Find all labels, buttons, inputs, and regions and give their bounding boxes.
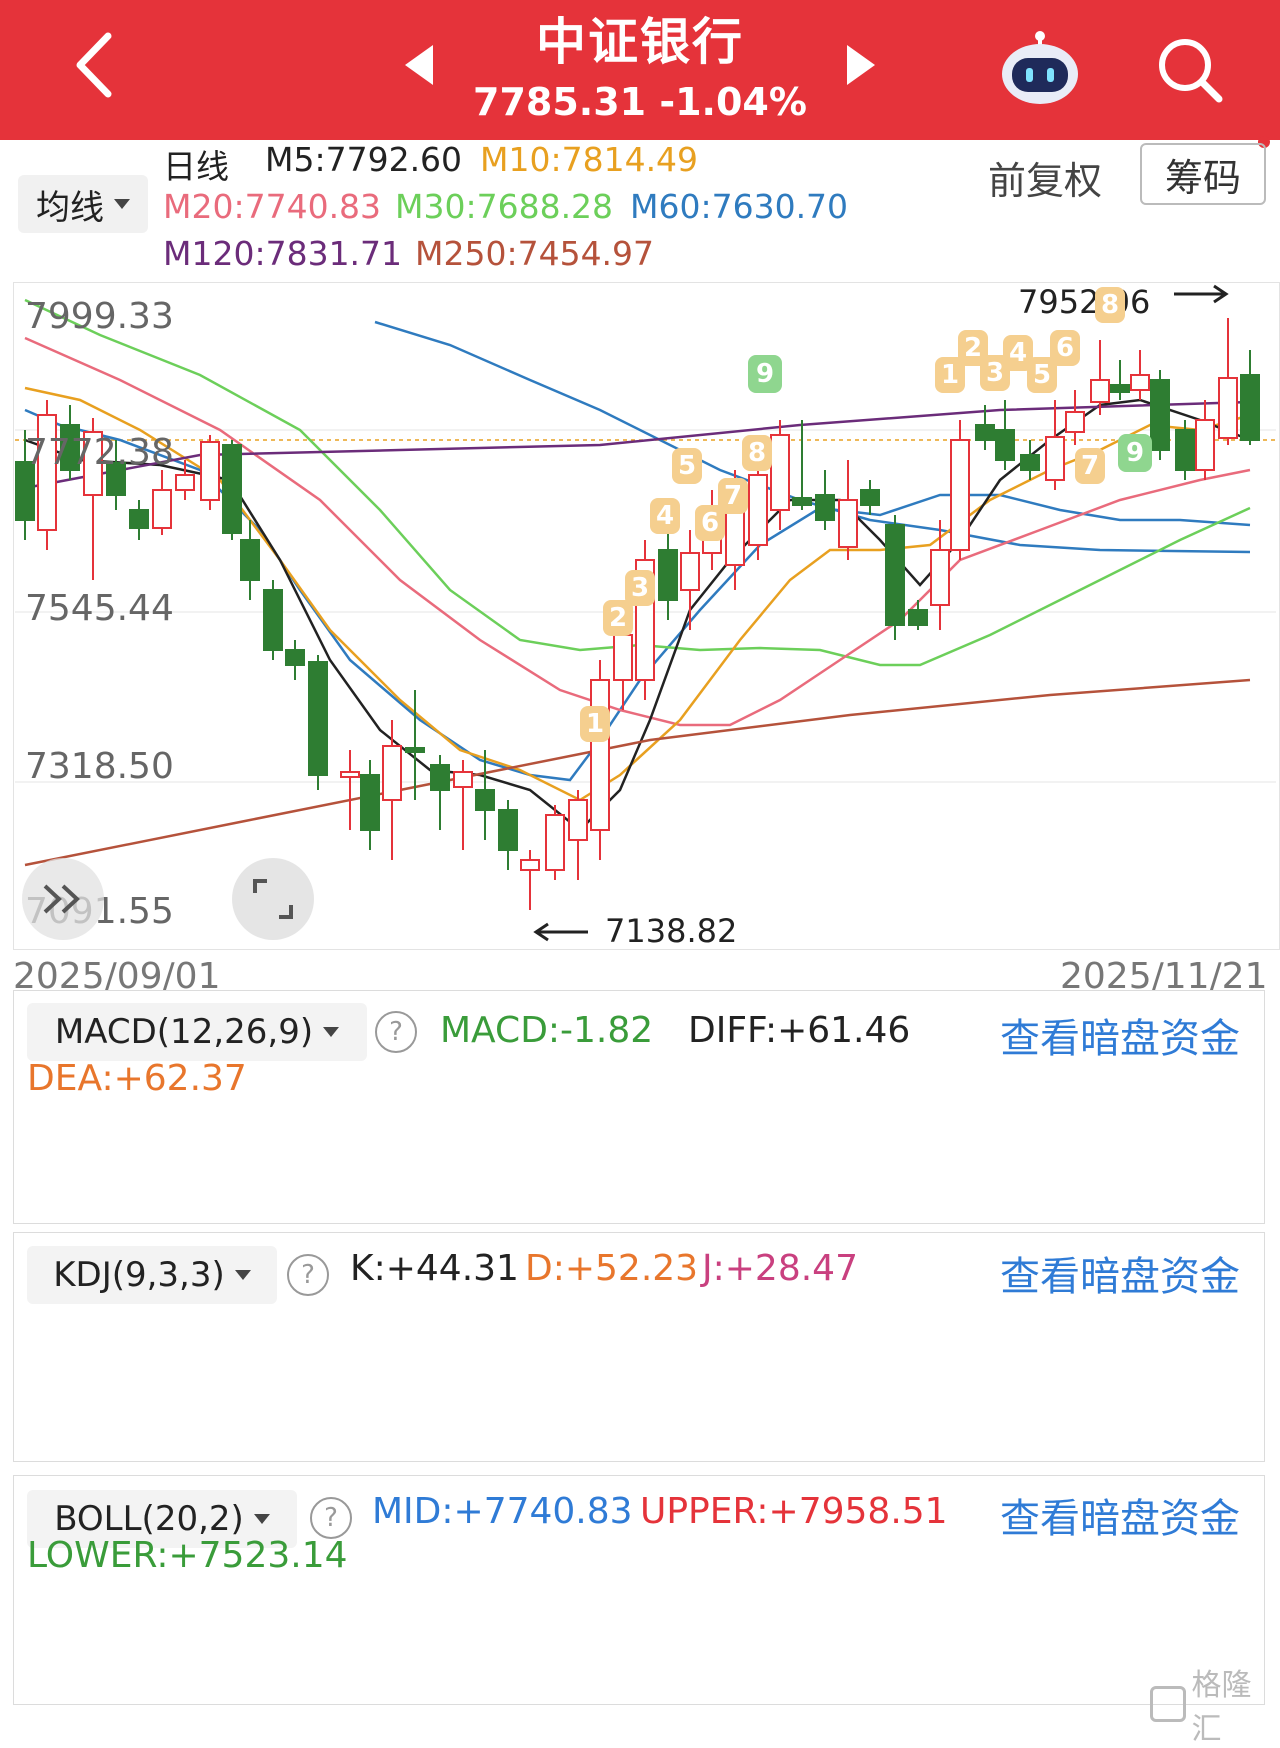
candle-body: [681, 553, 699, 590]
watermark: 格隆汇: [1150, 1660, 1280, 1748]
dark-pool-link-boll[interactable]: 查看暗盘资金: [1000, 1486, 1240, 1544]
candle-body: [816, 495, 834, 520]
td-count-pill-nine: 9: [1118, 434, 1152, 472]
candle-body: [659, 550, 677, 600]
candle-body: [286, 650, 304, 665]
chevron-down-icon: [323, 1027, 339, 1037]
boll-selector-label: BOLL(20,2): [54, 1499, 244, 1539]
kdj-selector[interactable]: KDJ(9,3,3): [27, 1246, 277, 1304]
candle-body: [406, 748, 424, 752]
chevron-down-icon: [254, 1514, 270, 1524]
chevron-down-icon: [235, 1270, 251, 1280]
candle-body: [931, 550, 949, 605]
low-price-label: 7138.82: [605, 912, 737, 950]
low-arrow-icon: [530, 920, 590, 948]
candle-body: [909, 610, 927, 625]
fullscreen-icon[interactable]: [232, 858, 314, 940]
td-count-pill: 2: [603, 600, 633, 636]
candle-body: [130, 510, 148, 528]
candle-body: [1219, 378, 1237, 438]
candle-body: [454, 772, 472, 787]
candle-body: [1151, 380, 1169, 450]
candle-body: [886, 525, 904, 625]
k-value: K:+44.31: [350, 1248, 519, 1289]
candle-body: [976, 425, 994, 440]
candle-body: [1091, 380, 1109, 402]
td-count-pill: 8: [1095, 287, 1125, 323]
candle-body: [1066, 412, 1084, 432]
candle-body: [201, 442, 219, 500]
candle-body: [176, 475, 194, 490]
candle-body: [241, 540, 259, 580]
td-count-pill-nine: 9: [748, 355, 782, 393]
candle-body: [793, 498, 811, 505]
kdj-selector-label: KDJ(9,3,3): [53, 1255, 225, 1295]
upper-value: UPPER:+7958.51: [640, 1491, 948, 1532]
ma250-line: [25, 680, 1250, 865]
td-count-pill: 5: [672, 448, 702, 484]
candle-body: [1131, 375, 1149, 390]
td-count-pill: 4: [650, 498, 680, 534]
candle-body: [1176, 430, 1194, 470]
td-count-pill: 7: [1075, 448, 1105, 484]
td-count-pill: 7: [718, 478, 748, 514]
macd-value: MACD:-1.82: [440, 1010, 653, 1051]
candle-body: [1021, 455, 1039, 470]
candle-body: [726, 505, 744, 565]
candle-body: [591, 680, 609, 830]
candle-body: [431, 765, 449, 790]
candle-body: [264, 590, 282, 650]
candle-body: [1241, 375, 1259, 440]
macd-help-icon[interactable]: ?: [375, 1011, 417, 1053]
y-tick-3: 7545.44: [25, 588, 174, 629]
candle-body: [223, 445, 241, 533]
kdj-help-icon[interactable]: ?: [287, 1254, 329, 1296]
macd-selector[interactable]: MACD(12,26,9): [27, 1003, 367, 1061]
candle-body: [521, 860, 539, 870]
y-tick-1: 7999.33: [25, 296, 174, 337]
watermark-logo-icon: [1150, 1686, 1186, 1722]
watermark-label: 格隆汇: [1192, 1660, 1280, 1748]
candle-body: [614, 635, 632, 680]
high-arrow-icon: [1172, 282, 1232, 310]
dark-pool-link-macd[interactable]: 查看暗盘资金: [1000, 1006, 1240, 1064]
diff-value: DIFF:+61.46: [688, 1010, 910, 1051]
candle-body: [996, 430, 1014, 460]
candle-body: [861, 490, 879, 505]
y-tick-4: 7318.50: [25, 746, 174, 787]
boll-help-icon[interactable]: ?: [310, 1497, 352, 1539]
candle-body: [341, 772, 359, 777]
candle-body: [771, 435, 789, 510]
candle-body: [1196, 420, 1214, 470]
dark-pool-link-kdj[interactable]: 查看暗盘资金: [1000, 1244, 1240, 1302]
candle-body: [476, 790, 494, 810]
macd-selector-label: MACD(12,26,9): [55, 1012, 313, 1052]
expand-sidebar-icon[interactable]: [22, 858, 104, 940]
candle-body: [499, 810, 517, 850]
td-count-pill: 3: [625, 570, 655, 606]
candle-body: [951, 440, 969, 550]
y-tick-2: 7772.38: [25, 432, 174, 473]
td-count-pill: 8: [742, 435, 772, 471]
candle-body: [569, 800, 587, 840]
td-count-pill: 6: [1050, 330, 1080, 366]
j-value: J:+28.47: [702, 1248, 858, 1289]
mid-value: MID:+7740.83: [372, 1491, 633, 1532]
candle-body: [361, 775, 379, 830]
candle-body: [383, 746, 401, 800]
candle-body: [749, 475, 767, 545]
candle-body: [153, 490, 171, 528]
lower-value: LOWER:+7523.14: [27, 1535, 348, 1576]
dea-value: DEA:+62.37: [27, 1058, 247, 1099]
candle-body: [1111, 385, 1129, 392]
candle-body: [1046, 437, 1064, 480]
td-count-pill: 1: [580, 706, 610, 742]
candle-body: [839, 500, 857, 547]
d-value: D:+52.23: [525, 1248, 698, 1289]
candle-body: [309, 662, 327, 775]
high-price-label: 7952.06: [1018, 283, 1150, 321]
candle-body: [546, 815, 564, 870]
